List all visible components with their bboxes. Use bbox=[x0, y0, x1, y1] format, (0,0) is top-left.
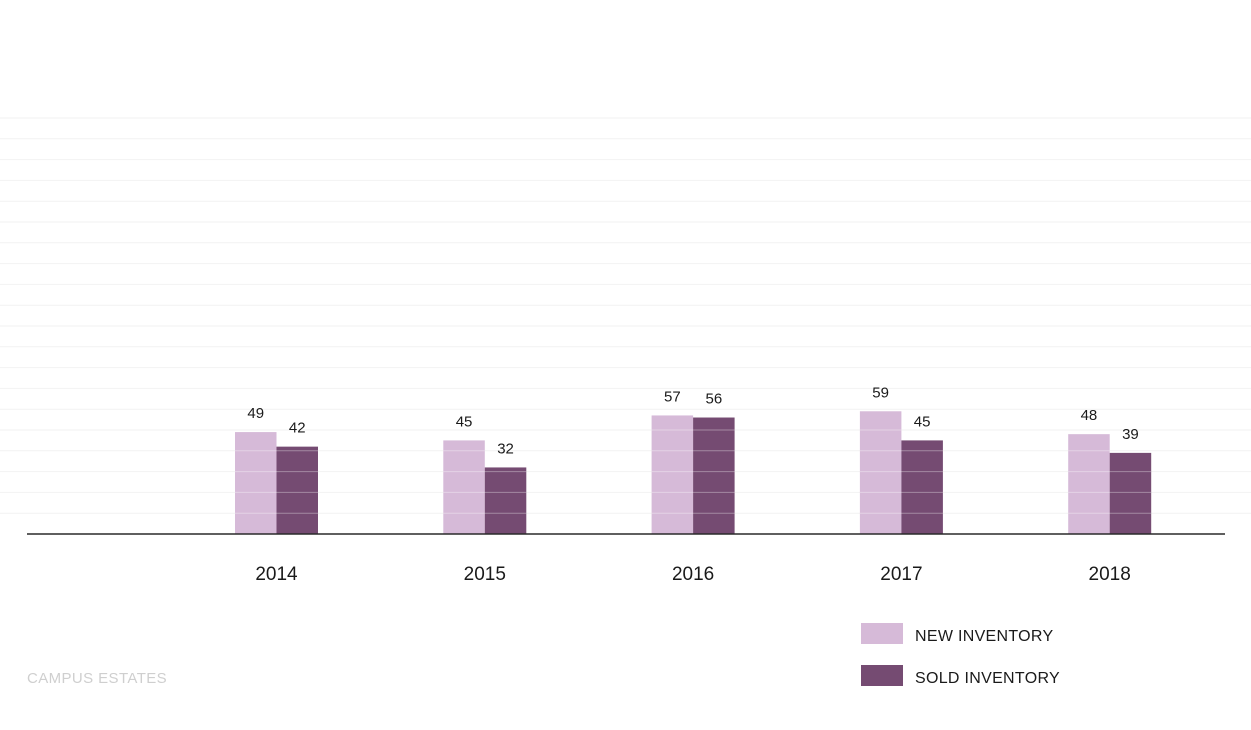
value-label-new-inventory-2014: 49 bbox=[247, 405, 264, 422]
category-label-2016: 2016 bbox=[672, 564, 714, 585]
value-label-sold-inventory-2017: 45 bbox=[914, 413, 931, 430]
category-label-2014: 2014 bbox=[255, 564, 298, 585]
category-labels: 2014 2015 2016 2017 2018 bbox=[255, 564, 1130, 585]
value-label-sold-inventory-2015: 32 bbox=[497, 440, 514, 457]
legend-swatch-new-inventory bbox=[861, 622, 903, 644]
value-labels: 49 42 45 32 57 56 59 45 48 39 bbox=[247, 384, 1138, 457]
brand-label: CAMPUS ESTATES bbox=[27, 670, 168, 687]
bar-new-inventory-2015 bbox=[443, 440, 485, 534]
bar-sold-inventory-2017 bbox=[901, 440, 943, 534]
bar-new-inventory-2016 bbox=[651, 415, 694, 534]
value-label-sold-inventory-2016: 56 bbox=[706, 391, 723, 408]
bar-new-inventory-2017 bbox=[859, 411, 902, 534]
gridlines bbox=[0, 117, 1251, 514]
bar-new-inventory-2014 bbox=[235, 432, 277, 534]
value-label-new-inventory-2017: 59 bbox=[872, 384, 889, 401]
value-label-new-inventory-2018: 48 bbox=[1081, 407, 1098, 424]
value-label-new-inventory-2016: 57 bbox=[664, 388, 681, 405]
category-label-2018: 2018 bbox=[1089, 564, 1131, 585]
bars bbox=[235, 411, 1152, 534]
value-label-sold-inventory-2018: 39 bbox=[1122, 426, 1139, 443]
value-label-new-inventory-2015: 45 bbox=[456, 413, 473, 430]
category-label-2017: 2017 bbox=[880, 564, 922, 585]
bar-gridlines bbox=[235, 429, 1152, 514]
value-label-sold-inventory-2014: 42 bbox=[289, 420, 306, 437]
bar-new-inventory-2018 bbox=[1068, 434, 1110, 534]
bar-sold-inventory-2015 bbox=[484, 467, 527, 534]
bar-sold-inventory-2016 bbox=[693, 417, 735, 534]
legend-item-new-inventory: NEW INVENTORY bbox=[861, 622, 1060, 645]
legend-label-new-inventory: NEW INVENTORY bbox=[915, 628, 1054, 645]
category-label-2015: 2015 bbox=[464, 564, 506, 585]
legend-label-sold-inventory: SOLD INVENTORY bbox=[915, 670, 1060, 687]
legend: NEW INVENTORY SOLD INVENTORY bbox=[861, 622, 1060, 706]
bar-sold-inventory-2018 bbox=[1109, 452, 1152, 534]
bar-sold-inventory-2014 bbox=[276, 446, 318, 534]
legend-item-sold-inventory: SOLD INVENTORY bbox=[861, 664, 1060, 687]
legend-swatch-sold-inventory bbox=[861, 664, 903, 686]
